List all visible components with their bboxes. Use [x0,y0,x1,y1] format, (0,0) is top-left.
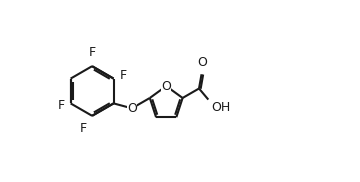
Text: F: F [57,99,64,112]
Text: O: O [161,80,171,93]
Text: O: O [127,102,137,115]
Text: F: F [89,46,96,59]
Text: O: O [197,56,207,69]
Text: OH: OH [211,101,230,114]
Text: F: F [80,122,87,135]
Text: F: F [120,69,127,82]
